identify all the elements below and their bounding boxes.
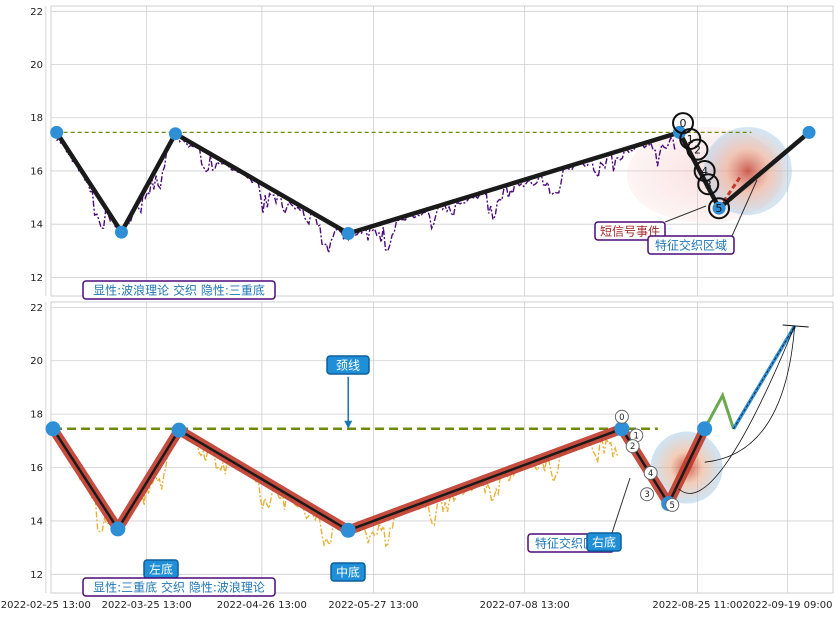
right-bottom-label: 右底 [592, 535, 616, 550]
pivot-point [340, 522, 356, 538]
neckline-label: 颈线 [336, 359, 360, 373]
signal-ring [640, 487, 655, 502]
signal-number: 1 [687, 133, 694, 146]
top-y-tick-label: 14 [30, 220, 43, 231]
middle-bottom-label-box [330, 562, 366, 582]
signal-number: 2 [694, 144, 701, 157]
signal-number: 0 [619, 413, 624, 423]
x-tick-label: 2022-04-26 13:00 [217, 600, 307, 611]
pivot-point [712, 201, 726, 215]
x-tick-label: 2022-02-25 13:00 [1, 600, 91, 611]
target-marker [782, 324, 809, 328]
signal-ring [708, 197, 731, 220]
signal-ring [665, 497, 680, 512]
feature-zone-halo [703, 126, 792, 215]
target-arc [704, 325, 796, 463]
pivot-point [50, 125, 64, 139]
pattern-outline [48, 423, 710, 536]
pivot-point [802, 125, 816, 139]
signal-number: 0 [680, 117, 687, 130]
pivot-point [697, 421, 713, 437]
top-frame [50, 5, 834, 297]
x-tick-label: 2022-08-25 11:00 [652, 600, 742, 611]
short-signal-label-box [594, 221, 666, 241]
signal-number: 5 [670, 501, 675, 511]
x-tick-label: 2022-03-25 13:00 [102, 600, 192, 611]
top-y-tick-label: 22 [30, 7, 43, 18]
callout-leader [731, 179, 758, 237]
bottom-y-tick-label: 20 [30, 356, 43, 367]
top-legend-label-box [82, 280, 276, 300]
top-feature-zone-label: 特征交织区域 [655, 238, 727, 253]
top-y-tick-label: 12 [30, 273, 43, 284]
left-bottom-label: 左底 [149, 562, 173, 577]
top-feature-zone-label-box [647, 235, 735, 255]
pivot-point [110, 521, 126, 537]
x-tick-label: 2022-09-19 09:00 [742, 600, 832, 611]
projection-line [731, 325, 797, 430]
bottom-legend-label-box [82, 577, 276, 597]
pivot-point [45, 421, 61, 437]
signal-number: 3 [644, 490, 649, 500]
signal-ring [679, 128, 702, 151]
signal-ring [693, 159, 716, 182]
short-signal-label: 短信号事件 [600, 225, 660, 239]
x-axis-ticks: 2022-02-25 13:00 2022-03-25 13:00 2022-04-… [1, 600, 833, 611]
price-line [56, 134, 676, 253]
neckline-label-box [326, 355, 370, 375]
bottom-legend-label: 显性:三重底 交织 隐性:波浪理论 [93, 580, 265, 595]
signal-ring [643, 465, 658, 480]
top-y-tick-label: 18 [30, 113, 43, 124]
target-arc [678, 325, 796, 494]
bottom-frame [50, 301, 834, 594]
pivot-point [341, 226, 355, 240]
top-y-tick-label: 20 [30, 60, 43, 71]
x-tick-label: 2022-05-27 13:00 [328, 600, 418, 611]
callout-leader [664, 205, 707, 223]
bottom-panel: 012 3 4 5 [45, 324, 809, 548]
top-panel: 012 34 5 [50, 112, 816, 253]
middle-bottom-label: 中底 [336, 565, 360, 580]
bottom-y-tick-label: 16 [30, 463, 43, 474]
pivot-point [171, 422, 187, 438]
bottom-y-tick-label: 12 [30, 570, 43, 581]
signal-ring [625, 439, 640, 454]
top-y-tick-label: 16 [30, 166, 43, 177]
right-bottom-label-box [586, 532, 622, 552]
bottom-y-tick-label: 22 [30, 303, 43, 314]
short-signal-line [717, 175, 742, 210]
neckline-arrowhead [344, 420, 353, 429]
signal-number: 4 [648, 469, 653, 479]
callout-leader [611, 477, 631, 534]
signal-number: 4 [701, 165, 708, 178]
signal-number: 2 [630, 442, 635, 452]
signal-ring [686, 138, 709, 161]
projection-line [703, 391, 735, 430]
pivot-point [614, 421, 630, 437]
signal-ring [614, 409, 629, 424]
pivot-point [168, 127, 182, 141]
signal-number: 5 [716, 202, 723, 215]
pivot-point [114, 225, 128, 239]
x-tick-label: 2022-07-08 13:00 [480, 600, 570, 611]
top-legend-label: 显性:波浪理论 交织 隐性:三重底 [93, 283, 265, 298]
bottom-y-tick-label: 18 [30, 410, 43, 421]
signal-ring [697, 173, 720, 196]
bottom-y-tick-label: 14 [30, 516, 43, 527]
signal-number: 3 [705, 178, 712, 191]
signal-number: 1 [634, 431, 639, 441]
